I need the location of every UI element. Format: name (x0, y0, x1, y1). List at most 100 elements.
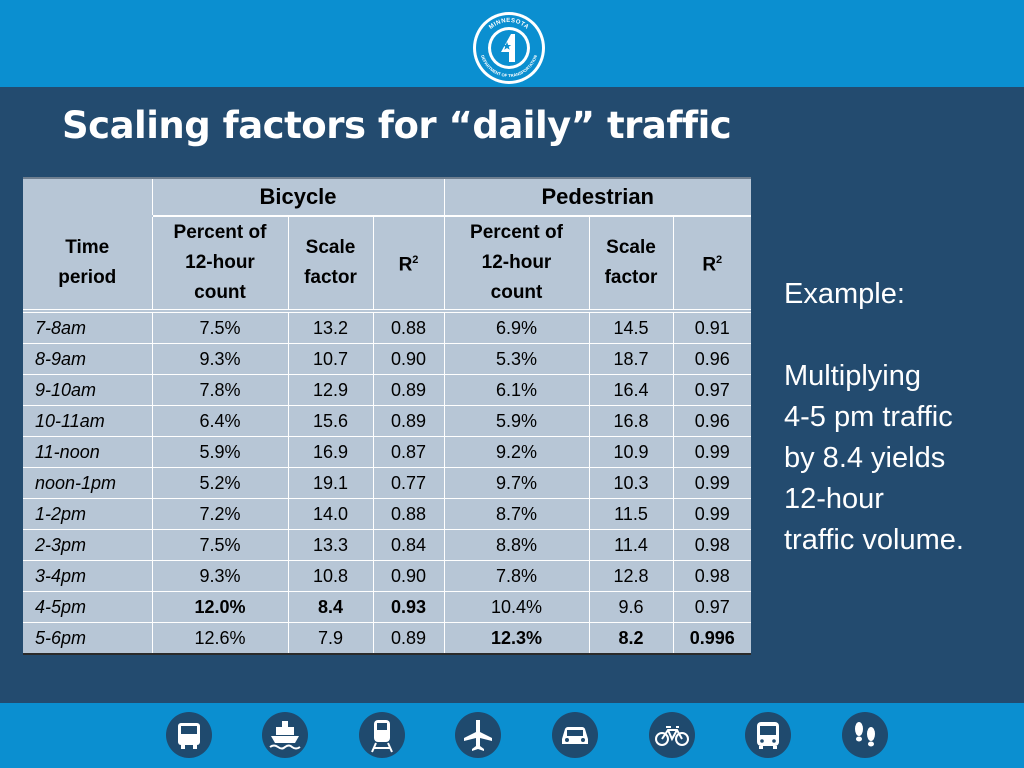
table-row: 9-10am 7.8% 12.9 0.89 6.1% 16.4 0.97 (23, 374, 751, 406)
cell-bike-scale: 13.2 (287, 311, 373, 344)
cell-time: 10-11am (23, 405, 152, 437)
car-icon (552, 712, 598, 758)
top-banner: MINNESOTA DEPARTMENT OF TRANSPORTATION (0, 0, 1024, 87)
cell-bike-scale: 16.9 (287, 436, 373, 468)
cell-bike-percent: 7.5% (151, 529, 288, 561)
table-row: 2-3pm 7.5% 13.3 0.84 8.8% 11.4 0.98 (23, 529, 751, 561)
cell-bike-r2: 0.93 (372, 591, 444, 623)
col-percent-line3: count (490, 282, 543, 303)
cell-time: 5-6pm (23, 622, 152, 655)
cell-bike-scale: 12.9 (287, 374, 373, 406)
slide-title: Scaling factors for “daily” traffic (62, 104, 732, 147)
table-row: 5-6pm 12.6% 7.9 0.89 12.3% 8.2 0.996 (23, 622, 751, 655)
cell-ped-scale: 8.2 (588, 622, 673, 655)
cell-bike-percent: 5.9% (151, 436, 288, 468)
cell-bike-r2: 0.88 (372, 498, 444, 530)
col-time-line1: Time (65, 237, 110, 258)
example-line: traffic volume. (784, 524, 964, 556)
example-callout: Example: Multiplying 4-5 pm traffic by 8… (784, 274, 1014, 561)
col-percent-line2: 12-hour (481, 252, 552, 273)
example-line: 12-hour (784, 483, 884, 515)
cell-time: 7-8am (23, 311, 152, 344)
table-group-header-row: Bicycle Pedestrian (23, 177, 751, 217)
scaling-factors-table: Bicycle Pedestrian Time period Percent o… (23, 177, 751, 655)
cell-ped-scale: 12.8 (588, 560, 673, 592)
cell-bike-percent: 5.2% (151, 467, 288, 499)
cell-bike-percent: 7.8% (151, 374, 288, 406)
footer-banner (0, 703, 1024, 768)
table-row: noon-1pm 5.2% 19.1 0.77 9.7% 10.3 0.99 (23, 467, 751, 499)
cell-bike-r2: 0.90 (372, 560, 444, 592)
cell-time: 4-5pm (23, 591, 152, 623)
cell-bike-r2: 0.87 (372, 436, 444, 468)
cell-bike-r2: 0.90 (372, 343, 444, 375)
cell-time: 2-3pm (23, 529, 152, 561)
cell-ped-scale: 11.5 (588, 498, 673, 530)
cell-bike-r2: 0.89 (372, 374, 444, 406)
cell-ped-r2: 0.96 (672, 343, 751, 375)
mndot-logo: MINNESOTA DEPARTMENT OF TRANSPORTATION (473, 12, 545, 84)
cell-ped-percent: 5.3% (443, 343, 589, 375)
col-scale-line2: factor (604, 267, 658, 288)
example-heading: Example: (784, 278, 905, 310)
cell-bike-percent: 12.6% (151, 622, 288, 655)
col-r-label: R (702, 254, 717, 276)
cell-time: noon-1pm (23, 467, 152, 499)
airplane-icon (455, 712, 501, 758)
train-icon (359, 712, 405, 758)
cell-bike-r2: 0.89 (372, 622, 444, 655)
cell-ped-percent: 6.1% (443, 374, 589, 406)
table-row: 1-2pm 7.2% 14.0 0.88 8.7% 11.5 0.99 (23, 498, 751, 530)
col-percent-line3: count (194, 282, 246, 303)
cell-ped-r2: 0.97 (672, 374, 751, 406)
col-scale-line2: factor (304, 267, 357, 288)
table-row: 8-9am 9.3% 10.7 0.90 5.3% 18.7 0.96 (23, 343, 751, 375)
bus-icon (166, 712, 212, 758)
cell-bike-percent: 6.4% (151, 405, 288, 437)
cell-bike-scale: 13.3 (287, 529, 373, 561)
table-row: 10-11am 6.4% 15.6 0.89 5.9% 16.8 0.96 (23, 405, 751, 437)
col-header-bike-scale: Scale factor (287, 216, 373, 313)
cell-time: 11-noon (23, 436, 152, 468)
cell-ped-percent: 6.9% (443, 311, 589, 344)
cell-bike-percent: 9.3% (151, 343, 288, 375)
cell-ped-percent: 10.4% (443, 591, 589, 623)
cell-bike-percent: 9.3% (151, 560, 288, 592)
cell-bike-r2: 0.89 (372, 405, 444, 437)
cell-time: 1-2pm (23, 498, 152, 530)
ferry-icon (262, 712, 308, 758)
col-header-bike-r2: R2 (372, 216, 444, 313)
col-percent-line1: Percent of (470, 222, 563, 243)
cell-bike-scale: 8.4 (287, 591, 373, 623)
cell-ped-percent: 7.8% (443, 560, 589, 592)
cell-ped-scale: 16.4 (588, 374, 673, 406)
cell-bike-scale: 10.8 (287, 560, 373, 592)
group-header-bicycle: Bicycle (151, 177, 444, 217)
cell-ped-percent: 5.9% (443, 405, 589, 437)
cell-ped-percent: 8.7% (443, 498, 589, 530)
cell-ped-r2: 0.98 (672, 560, 751, 592)
col-header-bike-percent: Percent of 12-hour count (151, 216, 288, 313)
cell-ped-r2: 0.91 (672, 311, 751, 344)
group-header-empty (23, 177, 152, 217)
col-percent-line1: Percent of (173, 222, 267, 243)
col-r-sup: 2 (412, 254, 419, 267)
bus-front-icon (745, 712, 791, 758)
cell-bike-percent: 7.2% (151, 498, 288, 530)
example-line: 4-5 pm traffic (784, 401, 953, 433)
example-line: by 8.4 yields (784, 442, 946, 474)
cell-bike-r2: 0.88 (372, 311, 444, 344)
table-column-header-row: Time period Percent of 12-hour count Sca… (23, 216, 751, 313)
cell-ped-percent: 12.3% (443, 622, 589, 655)
col-header-ped-r2: R2 (672, 216, 751, 313)
cell-time: 3-4pm (23, 560, 152, 592)
col-r-label: R (398, 254, 413, 276)
col-r-sup: 2 (716, 254, 723, 267)
table-row: 7-8am 7.5% 13.2 0.88 6.9% 14.5 0.91 (23, 311, 751, 344)
cell-ped-percent: 8.8% (443, 529, 589, 561)
col-time-line2: period (58, 267, 117, 288)
col-header-ped-percent: Percent of 12-hour count (443, 216, 589, 313)
footprints-icon (842, 712, 888, 758)
cell-ped-scale: 10.9 (588, 436, 673, 468)
cell-time: 8-9am (23, 343, 152, 375)
